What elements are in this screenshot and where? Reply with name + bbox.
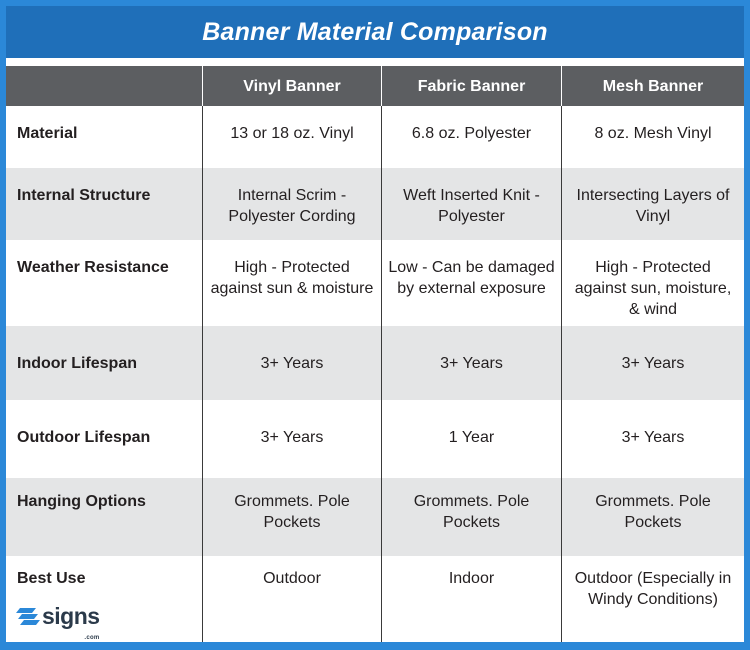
cell-fabric: 6.8 oz. Polyester — [381, 106, 561, 168]
header-empty-cell — [6, 66, 202, 106]
cell-mesh: Outdoor (Especially in Windy Conditions) — [561, 556, 744, 642]
cell-vinyl: Outdoor — [202, 556, 381, 642]
row-label: Material — [17, 125, 78, 142]
column-header-fabric: Fabric Banner — [381, 66, 561, 106]
cell-fabric: 3+ Years — [381, 326, 561, 400]
cell-fabric: Weft Inserted Knit - Polyester — [381, 168, 561, 240]
cell-vinyl: 13 or 18 oz. Vinyl — [202, 106, 381, 168]
row-label: Internal Structure — [17, 187, 151, 204]
table-row-outdoor-lifespan: Outdoor Lifespan 3+ Years 1 Year 3+ Year… — [6, 400, 744, 478]
row-label: Indoor Lifespan — [17, 355, 137, 372]
comparison-table: Vinyl Banner Fabric Banner Mesh Banner M… — [6, 66, 744, 642]
table-header-row: Vinyl Banner Fabric Banner Mesh Banner — [6, 66, 744, 106]
cell-fabric: 1 Year — [381, 400, 561, 478]
table-row-hanging-options: Hanging Options Grommets. Pole Pockets G… — [6, 478, 744, 556]
cell-fabric: Indoor — [381, 556, 561, 642]
cell-vinyl: 3+ Years — [202, 400, 381, 478]
cell-fabric: Low - Can be damaged by external exposur… — [381, 240, 561, 326]
table-row-material: Material 13 or 18 oz. Vinyl 6.8 oz. Poly… — [6, 106, 744, 168]
page-title: Banner Material Comparison — [202, 17, 548, 46]
table-row-weather-resistance: Weather Resistance High - Protected agai… — [6, 240, 744, 326]
table-row-best-use: Best Use Outdoor Indoor Outdoor (Especia… — [6, 556, 744, 642]
table-row-indoor-lifespan: Indoor Lifespan 3+ Years 3+ Years 3+ Yea… — [6, 326, 744, 400]
column-header-mesh: Mesh Banner — [561, 66, 744, 106]
cell-mesh: Grommets. Pole Pockets — [561, 478, 744, 556]
logo-word: signs — [42, 603, 100, 629]
cell-fabric: Grommets. Pole Pockets — [381, 478, 561, 556]
column-header-vinyl: Vinyl Banner — [202, 66, 381, 106]
cell-vinyl: Internal Scrim - Polyester Cording — [202, 168, 381, 240]
row-label: Best Use — [17, 570, 86, 587]
cell-vinyl: 3+ Years — [202, 326, 381, 400]
table-row-internal-structure: Internal Structure Internal Scrim - Poly… — [6, 168, 744, 240]
cell-vinyl: Grommets. Pole Pockets — [202, 478, 381, 556]
signs-logo-icon — [16, 608, 40, 625]
cell-mesh: 3+ Years — [561, 400, 744, 478]
comparison-chart: Banner Material Comparison Vinyl Banner … — [6, 6, 744, 642]
signs-logo: signs .com — [16, 603, 100, 641]
row-label: Outdoor Lifespan — [17, 429, 151, 446]
row-label: Weather Resistance — [17, 259, 169, 276]
cell-mesh: 3+ Years — [561, 326, 744, 400]
title-bar: Banner Material Comparison — [6, 6, 744, 58]
cell-vinyl: High - Protected against sun & moisture — [202, 240, 381, 326]
logo-wordmark: signs .com — [42, 603, 100, 641]
logo-subtext: .com — [84, 635, 100, 641]
row-label: Hanging Options — [17, 493, 146, 510]
cell-mesh: High - Protected against sun, moisture, … — [561, 240, 744, 326]
cell-mesh: Intersecting Layers of Vinyl — [561, 168, 744, 240]
cell-mesh: 8 oz. Mesh Vinyl — [561, 106, 744, 168]
